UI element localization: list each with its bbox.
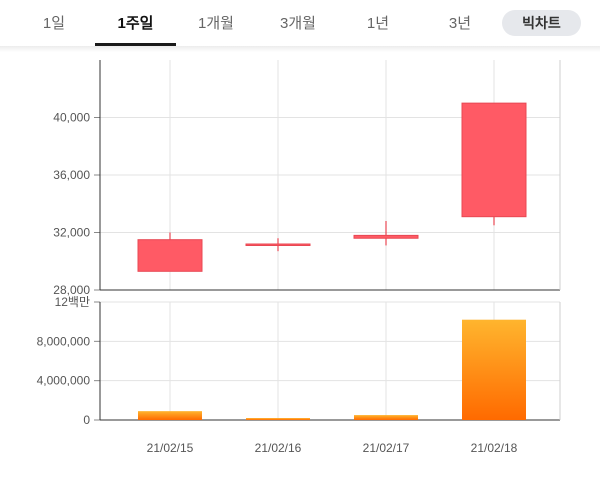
big-chart-button[interactable]: 빅차트: [502, 10, 581, 36]
active-tab-underline: [95, 43, 176, 46]
price-ytick-label-2: 36,000: [53, 168, 90, 182]
volume-bar-3: [462, 319, 526, 420]
x-label-0: 21/02/15: [147, 441, 194, 455]
period-tabs: 1일 1주일 1개월 3개월 1년 3년 빅차트: [0, 0, 600, 46]
volume-ytick-label-2: 8,000,000: [37, 334, 91, 348]
price-ytick-label-0: 28,000: [53, 283, 90, 297]
tab-3year[interactable]: 3년: [448, 15, 472, 32]
volume-bar-1: [246, 418, 310, 420]
volume-ytick-label-0: 0: [83, 413, 90, 427]
tab-1week[interactable]: 1주일: [117, 15, 154, 32]
price-ytick-label-3: 40,000: [53, 111, 90, 125]
x-label-3: 21/02/18: [471, 441, 518, 455]
tab-1month[interactable]: 1개월: [198, 15, 234, 32]
candle-body-3: [461, 102, 527, 218]
tab-1year[interactable]: 1년: [366, 15, 390, 32]
candle-body-2: [353, 234, 419, 239]
x-label-1: 21/02/16: [255, 441, 302, 455]
tab-1day[interactable]: 1일: [42, 15, 66, 32]
x-label-2: 21/02/17: [363, 441, 410, 455]
price-ytick-label-1: 32,000: [53, 226, 90, 240]
volume-bar-2: [354, 415, 418, 420]
candle-body-0: [137, 239, 203, 272]
candle-body-1: [245, 243, 311, 246]
tab-3month[interactable]: 3개월: [280, 15, 316, 32]
volume-ytick-label-3: 12백만: [55, 295, 90, 309]
volume-ytick-label-1: 4,000,000: [37, 374, 91, 388]
tab-divider: [0, 46, 600, 52]
volume-bar-0: [138, 411, 202, 420]
